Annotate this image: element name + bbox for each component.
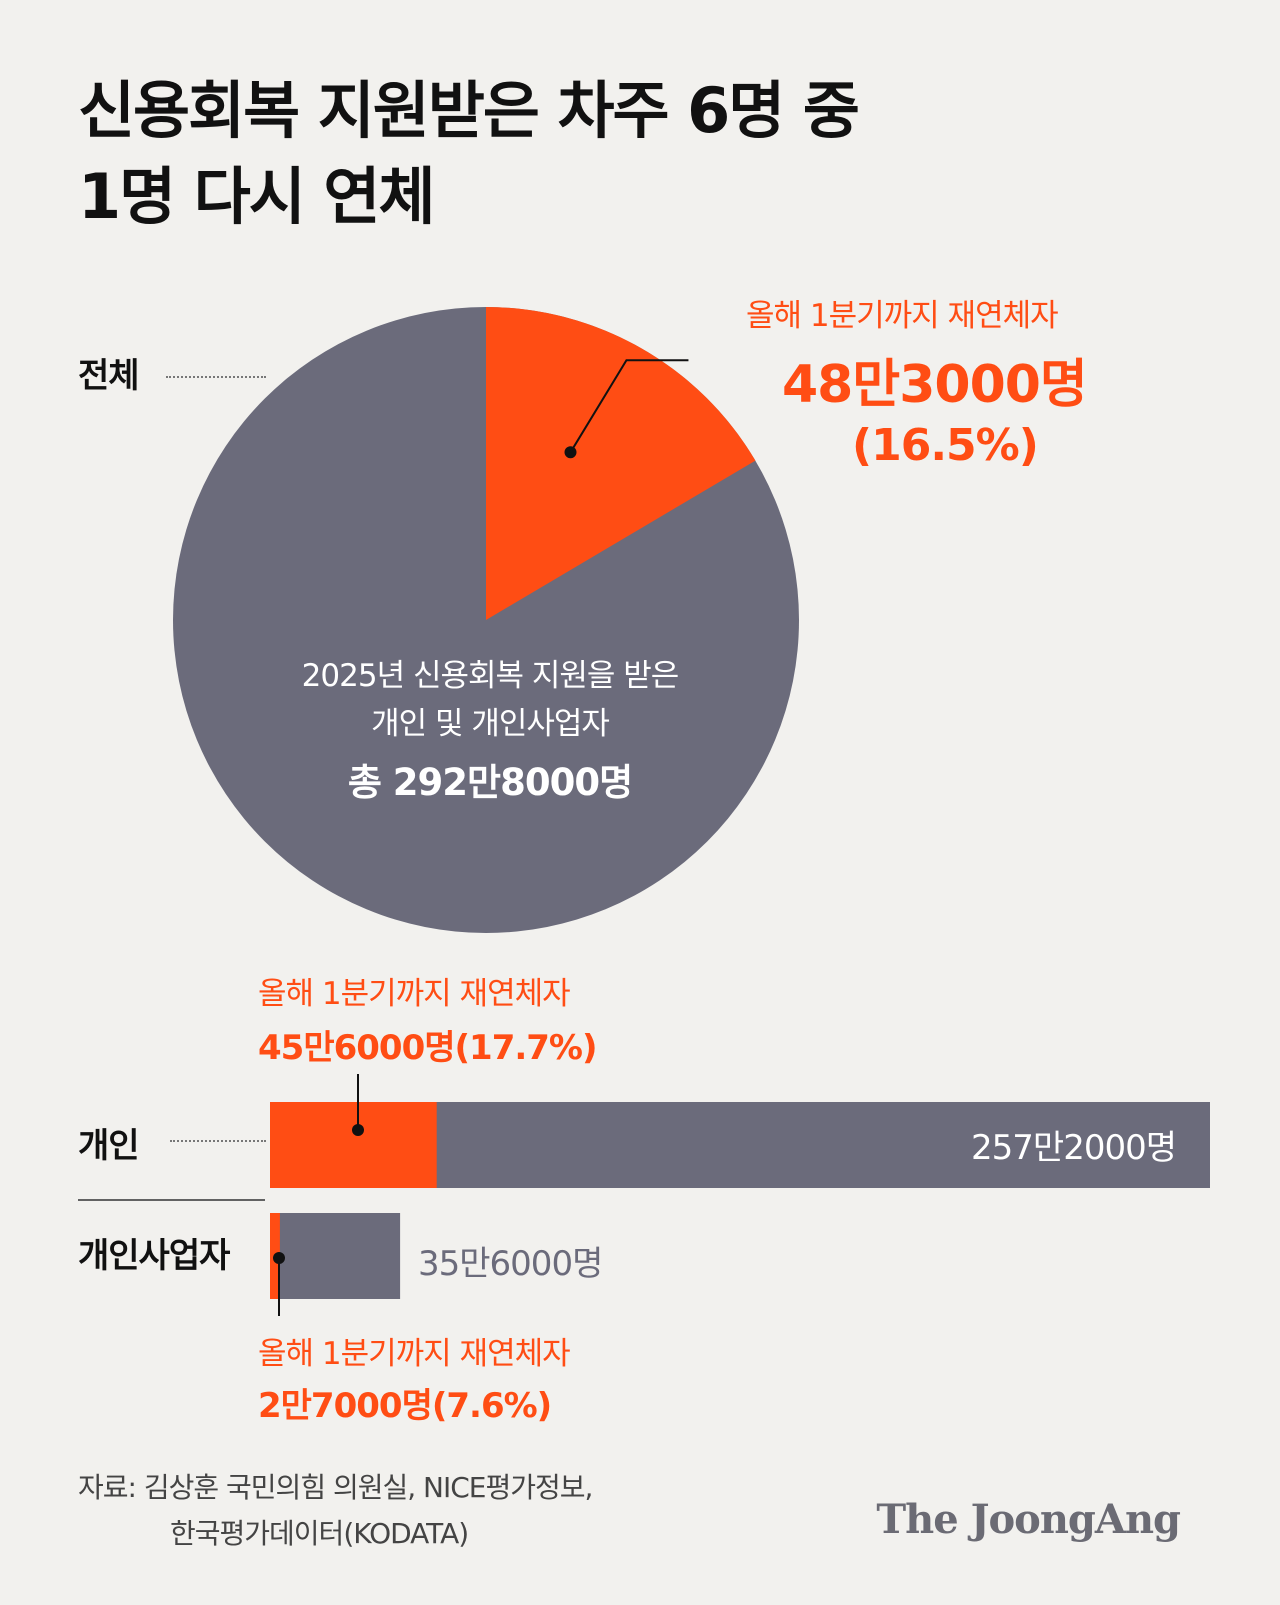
pie-text-line-2: 개인 및 개인사업자 <box>371 706 610 742</box>
individual-callout-dot <box>352 1124 364 1136</box>
callout-total-value: 48만3000명 <box>782 355 1088 415</box>
publisher-logo: The JoongAng <box>876 1496 1181 1543</box>
source-note: 자료: 김상훈 국민의힘 의원실, NICE평가정보, 한국평가데이터(KODA… <box>78 1465 593 1557</box>
source-line-2: 한국평가데이터(KODATA) <box>170 1517 469 1550</box>
label-individual: 개인 <box>78 1126 140 1166</box>
title-line-1: 신용회복 지원받은 차주 6명 중 <box>78 74 860 147</box>
pie-center-text: 2025년 신용회복 지원을 받은 개인 및 개인사업자 총 292만8000명 <box>170 652 810 818</box>
callout-self-employed-value: 2만7000명(7.6%) <box>258 1386 552 1426</box>
callout-total-percent: (16.5%) <box>852 420 1039 471</box>
callout-individual-value: 45만6000명(17.7%) <box>258 1028 598 1068</box>
source-line-1: 자료: 김상훈 국민의힘 의원실, NICE평가정보, <box>78 1471 593 1504</box>
dotted-leader-individual <box>170 1140 266 1142</box>
pie-text-line-1: 2025년 신용회복 지원을 받은 <box>301 658 680 694</box>
callout-self-employed-label: 올해 1분기까지 재연체자 <box>258 1336 571 1372</box>
bar-relapse-0 <box>270 1102 437 1188</box>
dotted-leader-total <box>166 376 266 378</box>
bar-total-1 <box>270 1213 401 1299</box>
label-self-employed: 개인사업자 <box>78 1236 230 1276</box>
pie-callout-line <box>569 359 689 453</box>
bar-self-employed-total-label: 35만6000명 <box>418 1244 603 1284</box>
callout-individual-label: 올해 1분기까지 재연체자 <box>258 976 571 1012</box>
label-total: 전체 <box>78 356 140 396</box>
bar-individual-total-label: 257만2000명 <box>971 1128 1177 1168</box>
callout-total-label: 올해 1분기까지 재연체자 <box>746 298 1059 334</box>
title-line-2: 1명 다시 연체 <box>78 160 436 233</box>
pie-text-total: 총 292만8000명 <box>347 761 633 804</box>
pie-slice-relapse <box>486 307 756 620</box>
page-title: 신용회복 지원받은 차주 6명 중 1명 다시 연체 <box>78 68 860 240</box>
